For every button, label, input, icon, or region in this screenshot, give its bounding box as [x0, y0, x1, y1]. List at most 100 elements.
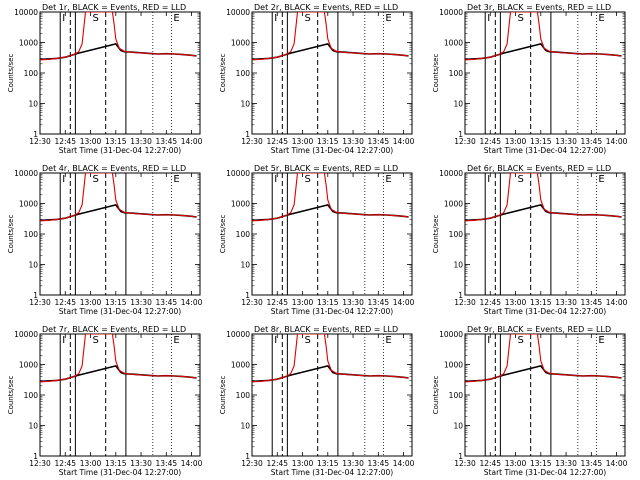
plot-frame	[464, 172, 626, 296]
marker-label-s: S	[93, 335, 99, 346]
marker-label-i: I	[62, 174, 65, 185]
marker-label-s: S	[305, 13, 311, 24]
x-axis-label: Start Time (31-Dec-04 12:27:00)	[484, 468, 606, 477]
plot-frame	[39, 11, 201, 135]
panel-det-9: Det 9r, BLACK = Events, RED = LLD 1 10 100 1…	[432, 325, 628, 477]
x-tick-label: 12:30	[454, 298, 476, 307]
marker-label-e: E	[598, 174, 604, 185]
series-lld-line	[40, 334, 197, 383]
marker-label-i: I	[274, 335, 277, 346]
y-tick-label: 10000	[439, 169, 463, 178]
x-tick-label: 13:15	[530, 137, 552, 146]
x-tick-label: 12:30	[241, 298, 263, 307]
y-tick-label: 1	[245, 452, 250, 461]
y-tick-label: 10	[240, 261, 250, 270]
y-tick-label: 10	[240, 100, 250, 109]
x-tick-label: 13:30	[555, 137, 577, 146]
plot-frame	[251, 172, 413, 296]
series-lld-line	[465, 12, 622, 61]
plot-frame	[464, 11, 626, 135]
x-axis-label: Start Time (31-Dec-04 12:27:00)	[59, 468, 181, 477]
panel-det-5: Det 5r, BLACK = Events, RED = LLD 1 10 100 1…	[219, 164, 415, 316]
x-tick-label: 12:30	[241, 459, 263, 468]
x-tick-label: 13:30	[130, 298, 152, 307]
marker-label-i: I	[487, 174, 490, 185]
panel-title: Det 3r, BLACK = Events, RED = LLD	[467, 3, 611, 12]
x-tick-label: 13:00	[80, 298, 102, 307]
series-lld-line	[40, 173, 197, 222]
x-axis-label: Start Time (31-Dec-04 12:27:00)	[59, 146, 181, 155]
x-tick-label: 13:00	[292, 137, 314, 146]
x-tick-label: 12:45	[266, 298, 288, 307]
panel-det-7: Det 7r, BLACK = Events, RED = LLD 1 10 100 1…	[7, 325, 203, 477]
x-tick-label: 12:45	[479, 137, 501, 146]
x-tick-label: 13:15	[105, 459, 127, 468]
marker-label-i: I	[62, 13, 65, 24]
marker-label-i: I	[274, 13, 277, 24]
y-tick-label: 1000	[444, 39, 463, 48]
series-lld-line	[252, 173, 409, 222]
y-tick-label: 10000	[439, 8, 463, 17]
series-lld-line	[465, 173, 622, 222]
x-axis-label: Start Time (31-Dec-04 12:27:00)	[271, 146, 393, 155]
x-tick-label: 12:30	[29, 459, 51, 468]
y-axis-label: Counts/sec	[219, 54, 227, 93]
y-tick-label: 1	[245, 130, 250, 139]
marker-label-e: E	[173, 335, 179, 346]
series-lld-line	[252, 12, 409, 61]
x-tick-label: 13:45	[581, 137, 603, 146]
plot-frame	[39, 333, 201, 457]
x-axis-label: Start Time (31-Dec-04 12:27:00)	[271, 468, 393, 477]
y-tick-label: 10	[28, 100, 38, 109]
x-tick-label: 13:15	[105, 298, 127, 307]
x-tick-label: 12:45	[479, 298, 501, 307]
plot-frame	[251, 11, 413, 135]
marker-label-i: I	[487, 13, 490, 24]
x-tick-label: 13:45	[156, 459, 178, 468]
y-tick-label: 10000	[226, 330, 250, 339]
x-tick-label: 13:00	[80, 137, 102, 146]
x-tick-label: 13:30	[555, 298, 577, 307]
marker-label-s: S	[93, 13, 99, 24]
y-tick-label: 10000	[226, 169, 250, 178]
plot-frame	[251, 333, 413, 457]
marker-label-s: S	[518, 174, 524, 185]
y-tick-label: 100	[449, 69, 464, 78]
x-tick-label: 12:45	[54, 298, 76, 307]
plot-frame	[464, 333, 626, 457]
x-axis-label: Start Time (31-Dec-04 12:27:00)	[271, 307, 393, 316]
y-tick-label: 10	[28, 261, 38, 270]
marker-label-i: I	[62, 335, 65, 346]
y-tick-label: 1	[245, 291, 250, 300]
marker-label-s: S	[305, 335, 311, 346]
y-tick-label: 1	[33, 130, 38, 139]
marker-label-s: S	[93, 174, 99, 185]
panel-title: Det 8r, BLACK = Events, RED = LLD	[254, 325, 398, 334]
x-axis-label: Start Time (31-Dec-04 12:27:00)	[484, 307, 606, 316]
marker-label-s: S	[518, 13, 524, 24]
y-tick-label: 100	[236, 391, 251, 400]
marker-label-e: E	[598, 335, 604, 346]
x-tick-label: 12:45	[54, 459, 76, 468]
marker-label-e: E	[173, 13, 179, 24]
plot-frame	[39, 172, 201, 296]
y-tick-label: 100	[236, 230, 251, 239]
y-axis-label: Counts/sec	[7, 215, 15, 254]
panel-title: Det 2r, BLACK = Events, RED = LLD	[254, 3, 398, 12]
y-tick-label: 10000	[439, 330, 463, 339]
x-tick-label: 13:00	[505, 459, 527, 468]
y-axis-label: Counts/sec	[7, 54, 15, 93]
x-axis-label: Start Time (31-Dec-04 12:27:00)	[484, 146, 606, 155]
x-tick-label: 14:00	[393, 137, 415, 146]
x-tick-label: 13:15	[317, 459, 339, 468]
y-tick-label: 100	[24, 69, 39, 78]
series-lld-line	[465, 334, 622, 383]
x-tick-label: 13:30	[555, 459, 577, 468]
series-lld-line	[40, 12, 197, 61]
y-tick-label: 1000	[19, 361, 38, 370]
x-tick-label: 13:30	[342, 298, 364, 307]
y-axis-label: Counts/sec	[219, 215, 227, 254]
panel-title: Det 5r, BLACK = Events, RED = LLD	[254, 164, 398, 173]
x-tick-label: 12:30	[29, 137, 51, 146]
x-tick-label: 13:45	[581, 459, 603, 468]
